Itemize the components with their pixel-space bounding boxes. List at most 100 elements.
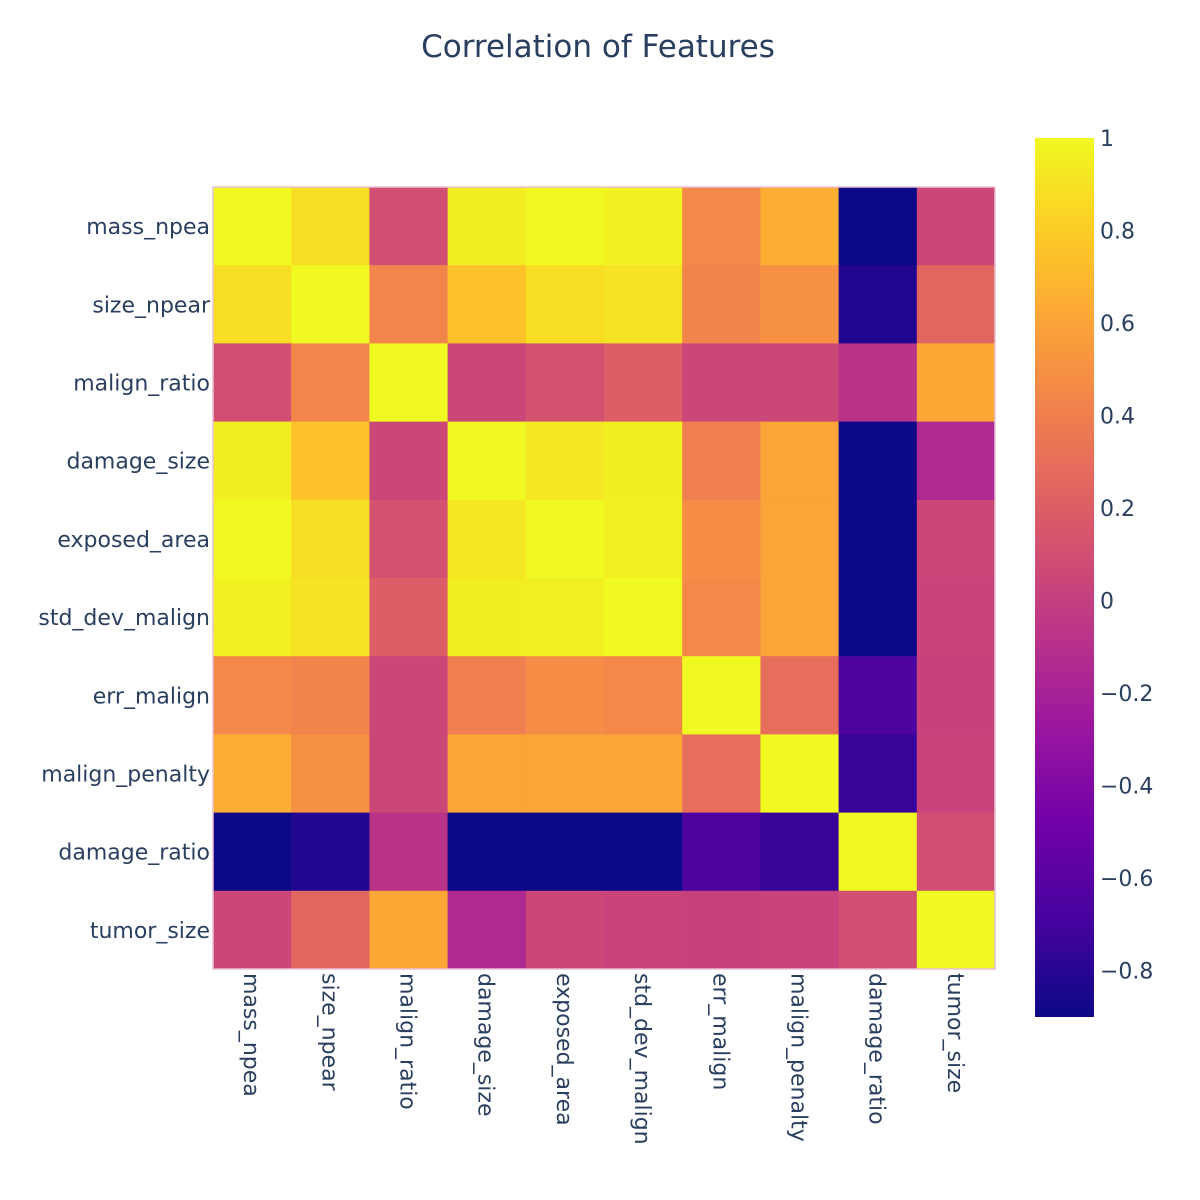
heatmap-cell-malign_penalty-exposed_area [525,734,605,814]
heatmap-cell-exposed_area-tumor_size [916,499,996,579]
heatmap-cell-size_npear-malign_ratio [369,265,449,344]
heatmap-cell-std_dev_malign-damage_ratio [838,578,918,657]
heatmap-cell-std_dev_malign-tumor_size [916,578,996,657]
heatmap-cell-damage_size-malign_ratio [369,421,449,501]
heatmap-cell-err_malign-malign_ratio [369,656,449,735]
y-tick-label-malign_ratio: malign_ratio [73,372,210,397]
heatmap-cell-malign_penalty-mass_npea [213,734,292,814]
y-tick-label-exposed_area: exposed_area [57,528,210,553]
x-axis-tick-labels: mass_npea size_npear malign_ratio damage_si… [238,973,967,1145]
heatmap-cell-malign_ratio-damage_size [447,343,527,423]
x-tick-label-tumor_size: tumor_size [942,973,967,1093]
heatmap-cell-malign_penalty-std_dev_malign [604,734,683,814]
colorbar-tick-label: 0.2 [1100,497,1135,522]
y-tick-label-damage_size: damage_size [66,450,210,475]
heatmap-cell-malign_ratio-malign_penalty [760,343,840,423]
heatmap-cell-tumor_size-err_malign [682,890,761,970]
y-tick-label-damage_ratio: damage_ratio [58,841,210,866]
heatmap-cell-mass_npea-exposed_area [525,187,605,266]
heatmap-cell-mass_npea-err_malign [682,187,761,266]
heatmap-cell-malign_penalty-malign_ratio [369,734,449,814]
x-tick-label-mass_npea: mass_npea [238,973,263,1097]
heatmap-cell-damage_ratio-malign_penalty [760,812,840,892]
heatmap-cell-damage_ratio-size_npear [291,812,370,892]
heatmap-cell-size_npear-tumor_size [916,265,996,344]
heatmap-cell-size_npear-std_dev_malign [604,265,683,344]
heatmap-cell-err_malign-damage_ratio [838,656,918,735]
colorbar-tick-label: 1 [1100,127,1114,152]
heatmap-cell-exposed_area-damage_ratio [838,499,918,579]
heatmap-cell-std_dev_malign-err_malign [682,578,761,657]
heatmap-cell-exposed_area-mass_npea [213,499,292,579]
heatmap-cell-tumor_size-malign_penalty [760,890,840,970]
heatmap-cell-malign_ratio-damage_ratio [838,343,918,423]
heatmap-cell-malign_ratio-exposed_area [525,343,605,423]
heatmap-cell-err_malign-tumor_size [916,656,996,735]
colorbar-tick-label: 0.4 [1100,405,1135,430]
heatmap-cell-malign_ratio-tumor_size [916,343,996,423]
heatmap-cell-damage_ratio-tumor_size [916,812,996,892]
heatmap-cell-exposed_area-damage_size [447,499,527,579]
heatmap-cell-damage_ratio-mass_npea [213,812,292,892]
heatmap-cell-mass_npea-mass_npea [213,187,292,266]
x-tick-label-err_malign: err_malign [707,973,732,1090]
heatmap-cell-damage_size-err_malign [682,421,761,501]
y-tick-label-tumor_size: tumor_size [90,919,210,944]
heatmap-cell-size_npear-size_npear [291,265,370,344]
heatmap-cell-damage_size-std_dev_malign [604,421,683,501]
heatmap-cell-mass_npea-size_npear [291,187,370,266]
heatmap-cell-std_dev_malign-malign_penalty [760,578,840,657]
heatmap-cell-tumor_size-size_npear [291,890,370,970]
heatmap-cell-damage_size-damage_size [447,421,527,501]
heatmap-cell-size_npear-damage_size [447,265,527,344]
heatmap-cell-mass_npea-tumor_size [916,187,996,266]
heatmap-cell-damage_size-damage_ratio [838,421,918,501]
heatmap-cell-damage_size-exposed_area [525,421,605,501]
x-tick-label-damage_size: damage_size [473,973,498,1117]
heatmap-cell-std_dev_malign-size_npear [291,578,370,657]
heatmap-cell-size_npear-damage_ratio [838,265,918,344]
heatmap-cell-size_npear-err_malign [682,265,761,344]
heatmap-cell-damage_ratio-err_malign [682,812,761,892]
heatmap-cell-damage_ratio-exposed_area [525,812,605,892]
heatmap-cell-tumor_size-damage_size [447,890,527,970]
heatmap-cell-malign_ratio-mass_npea [213,343,292,423]
heatmap-cell-size_npear-mass_npea [213,265,292,344]
heatmap-cell-malign_ratio-err_malign [682,343,761,423]
heatmap-cell-tumor_size-exposed_area [525,890,605,970]
heatmap-cell-damage_size-malign_penalty [760,421,840,501]
heatmap-cell-damage_ratio-std_dev_malign [604,812,683,892]
heatmap-cell-malign_penalty-tumor_size [916,734,996,814]
heatmap-cell-std_dev_malign-mass_npea [213,578,292,657]
heatmap-cell-mass_npea-std_dev_malign [604,187,683,266]
heatmap-cell-err_malign-size_npear [291,656,370,735]
heatmap-cell-malign_penalty-damage_size [447,734,527,814]
heatmap-cell-damage_size-tumor_size [916,421,996,501]
heatmap-cell-malign_penalty-malign_penalty [760,734,840,814]
colorbar-tick-label: −0.8 [1100,960,1153,985]
heatmap-cell-mass_npea-damage_ratio [838,187,918,266]
x-tick-label-malign_penalty: malign_penalty [786,973,811,1142]
heatmap-cell-std_dev_malign-exposed_area [525,578,605,657]
heatmap-cell-err_malign-damage_size [447,656,527,735]
heatmap-cell-tumor_size-malign_ratio [369,890,449,970]
colorbar-tick-label: −0.4 [1100,775,1153,800]
x-tick-label-std_dev_malign: std_dev_malign [629,973,654,1145]
heatmap-cell-tumor_size-std_dev_malign [604,890,683,970]
heatmap-cell-mass_npea-malign_penalty [760,187,840,266]
heatmap-cell-tumor_size-damage_ratio [838,890,918,970]
heatmap-cell-mass_npea-damage_size [447,187,527,266]
heatmap-cell-malign_penalty-damage_ratio [838,734,918,814]
heatmap-cell-err_malign-exposed_area [525,656,605,735]
heatmap-cell-err_malign-mass_npea [213,656,292,735]
heatmap-cell-malign_ratio-malign_ratio [369,343,449,423]
y-tick-label-mass_npea: mass_npea [86,215,210,240]
heatmap-cell-std_dev_malign-std_dev_malign [604,578,683,657]
colorbar-gradient [1035,138,1094,1017]
heatmap-cell-std_dev_malign-damage_size [447,578,527,657]
x-tick-label-malign_ratio: malign_ratio [395,973,420,1110]
colorbar-tick-label: 0.6 [1100,312,1135,337]
heatmap-cell-mass_npea-malign_ratio [369,187,449,266]
heatmap-cell-err_malign-err_malign [682,656,761,735]
